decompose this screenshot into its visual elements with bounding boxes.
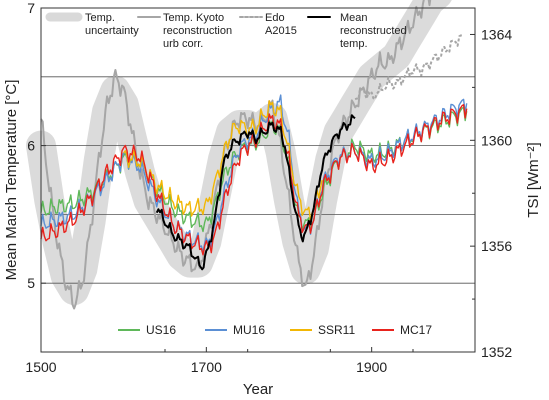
y-right-axis-title: TSI [Wm⁻²] (525, 142, 542, 217)
x-axis-title: Year (243, 381, 273, 398)
y-right-tick-label: 1356 (481, 238, 512, 254)
x-tick-label: 1500 (25, 359, 56, 375)
legend-top-label-mean: reconstructed (340, 25, 407, 37)
axes: 1500 1700 1900 5 6 7 1352 1356 1360 1364 Year Mean … (3, 0, 542, 398)
y-right-tick-label: 1352 (481, 344, 512, 360)
x-tick-label: 1700 (191, 359, 222, 375)
y-left-axis-title: Mean March Temperature [°C] (3, 80, 20, 281)
legend-bottom-ssr11: SSR11 (290, 323, 355, 337)
uncertainty-band-layer (26, 0, 452, 306)
y-left-tick-label: 6 (27, 138, 35, 154)
uncertainty-band (26, 0, 452, 306)
x-tick-label: 1900 (356, 359, 387, 375)
legend-top-label-kyoto: reconstruction (163, 25, 232, 37)
series-layer (40, 0, 468, 310)
legend-top-label-edo: A2015 (265, 25, 297, 37)
legend-top-label-uncertainty: uncertainty (85, 25, 139, 37)
legend-bottom-label-us16: US16 (146, 323, 176, 337)
legend-bottom-label-mu16: MU16 (233, 323, 265, 337)
series-kyoto (40, 0, 432, 310)
legend-top-label-edo: Edo (265, 12, 285, 24)
legend-bottom-label-mc17: MC17 (400, 323, 432, 337)
legend-bottom-mc17: MC17 (372, 323, 432, 337)
series-ssr11 (123, 100, 323, 222)
series-edo (354, 34, 463, 101)
y-right-tick-label: 1364 (481, 26, 512, 42)
legend-top-label-uncertainty: Temp. (85, 12, 115, 24)
series-mc17 (40, 103, 468, 256)
legend-bottom-label-ssr11: SSR11 (318, 323, 355, 337)
plot-frame (40, 7, 476, 353)
legend-bottom-mu16: MU16 (205, 323, 265, 337)
legend-top-label-kyoto: urb corr. (163, 38, 203, 50)
legend-top-uncertainty: Temp.uncertainty (45, 12, 139, 37)
y-right-tick-label: 1360 (481, 132, 512, 148)
y-left-tick-label: 5 (27, 275, 35, 291)
legend-top-label-mean: temp. (340, 38, 368, 50)
legend-bottom-us16: US16 (118, 323, 176, 337)
legend-top-label-mean: Mean (340, 12, 368, 24)
y-left-tick-label: 7 (27, 0, 35, 16)
legend-top-label-kyoto: Temp. Kyoto (163, 12, 224, 24)
series-mean (155, 114, 356, 271)
